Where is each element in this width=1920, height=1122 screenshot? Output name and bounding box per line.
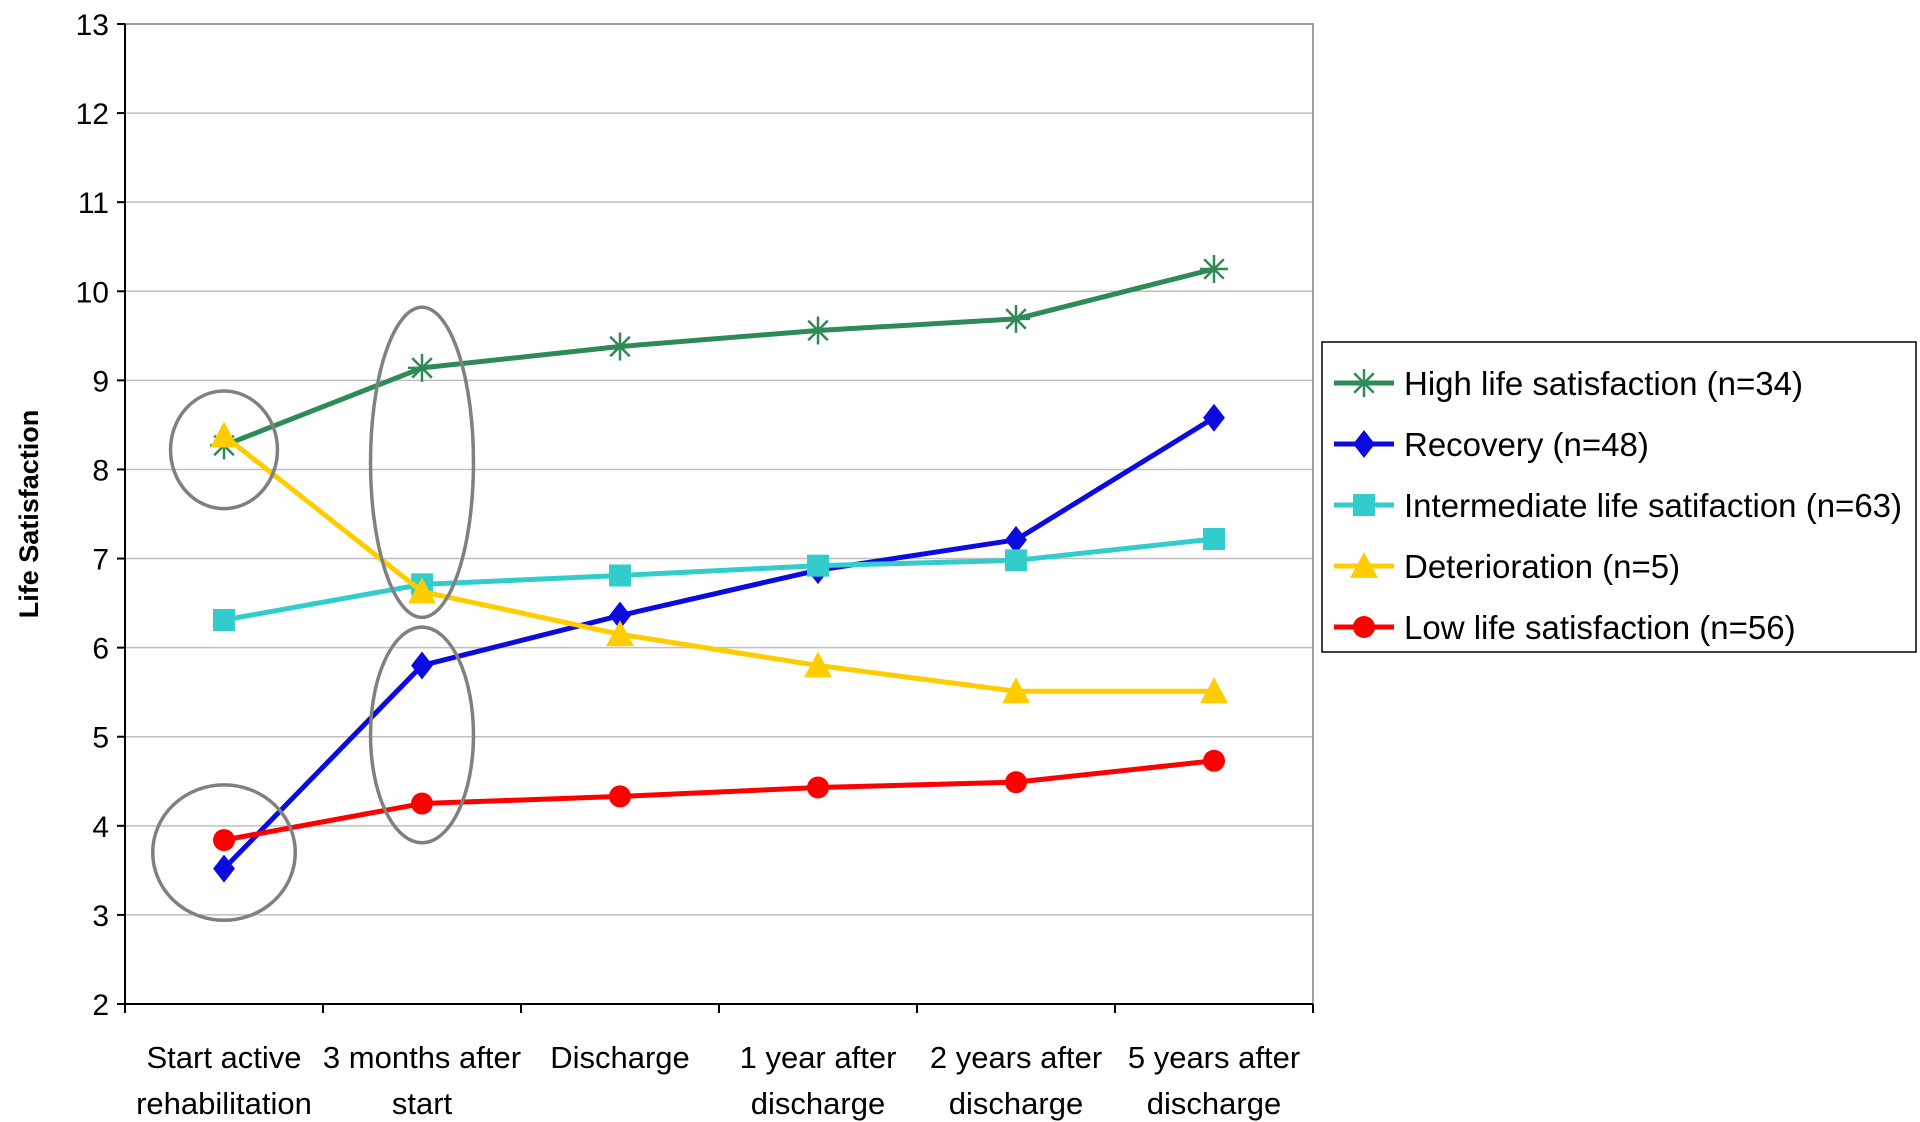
y-tick-label: 10 [76, 276, 109, 309]
series-diamond [213, 403, 1225, 883]
x-tick-label: 2 years after discharge [930, 1040, 1102, 1121]
legend-label: High life satisfaction (n=34) [1404, 365, 1803, 402]
highlight-ellipse [368, 625, 476, 845]
data-point-circle [1203, 749, 1225, 772]
y-tick-label: 13 [76, 9, 109, 42]
data-point-diamond [213, 854, 235, 883]
data-point-circle [411, 792, 433, 815]
data-point-square [213, 609, 235, 632]
data-point-triangle [408, 577, 436, 604]
data-point-diamond [1005, 525, 1027, 554]
legend-entry: Recovery (n=48) [1334, 426, 1649, 463]
x-axis-ticks: Start active rehabilitation 3 months after… [124, 1004, 1314, 1121]
x-tick-label-line: 2 years after [930, 1040, 1102, 1075]
y-tick-label: 6 [92, 633, 109, 666]
x-tick-label-line: discharge [949, 1086, 1083, 1121]
data-point-triangle [1002, 677, 1030, 704]
data-point-circle [213, 829, 235, 852]
x-tick-label-line: 3 months after [323, 1040, 521, 1075]
x-tick-label-line: discharge [751, 1086, 885, 1121]
legend-label: Deterioration (n=5) [1404, 548, 1680, 585]
data-point-triangle [1350, 552, 1378, 578]
legend-box [1321, 341, 1917, 653]
data-point-asterisk [804, 316, 832, 345]
x-tick-label-line: rehabilitation [136, 1086, 312, 1121]
data-point-asterisk [1002, 304, 1030, 333]
data-point-circle [1353, 616, 1375, 638]
legend-label: Low life satisfaction (n=56) [1404, 609, 1796, 646]
data-point-circle [1005, 771, 1027, 794]
x-tick-label: Start active rehabilitation [136, 1040, 312, 1121]
data-point-square [1203, 527, 1225, 550]
data-point-square [1005, 549, 1027, 572]
highlight-ellipse [168, 389, 280, 511]
series-line [223, 758, 1215, 843]
x-tick-label-line: 1 year after [740, 1040, 897, 1075]
x-tick-label-line: Start active [146, 1040, 301, 1075]
data-point-asterisk [1200, 255, 1228, 283]
data-point-circle [609, 785, 631, 808]
y-tick-label: 8 [92, 454, 109, 487]
legend-entry: Intermediate life satifaction (n=63) [1334, 487, 1902, 524]
y-tick-label: 4 [92, 811, 109, 844]
x-tick-label-line: 5 years after [1128, 1040, 1300, 1075]
y-axis-ticks: 2 3 4 5 6 7 8 9 10 11 12 13 [76, 9, 125, 1022]
series-line [223, 266, 1215, 448]
y-tick-label: 12 [76, 98, 109, 131]
data-point-triangle [804, 651, 832, 678]
data-point-diamond [1203, 403, 1225, 432]
series-square [213, 527, 1225, 632]
legend-label: Recovery (n=48) [1404, 426, 1649, 463]
data-point-triangle [606, 620, 634, 647]
x-tick-label-line: discharge [1147, 1086, 1281, 1121]
data-point-asterisk [1350, 369, 1378, 397]
x-tick-label: 1 year after discharge [740, 1040, 897, 1121]
series-circle [213, 749, 1225, 852]
data-point-triangle [210, 421, 238, 448]
y-tick-label: 3 [92, 900, 109, 933]
data-point-diamond [1353, 430, 1375, 458]
data-point-diamond [411, 651, 433, 680]
series-asterisk [210, 255, 1228, 460]
highlight-ellipses [150, 305, 476, 923]
highlight-ellipse [150, 783, 298, 923]
highlight-ellipse [368, 305, 476, 620]
legend-entry: High life satisfaction (n=34) [1334, 365, 1803, 402]
x-tick-label-line: start [392, 1086, 453, 1121]
legend: High life satisfaction (n=34) Recovery (n… [1321, 341, 1917, 653]
series-triangle [210, 421, 1228, 704]
data-point-diamond [609, 601, 631, 630]
legend-entry: Low life satisfaction (n=56) [1334, 609, 1796, 646]
y-tick-label: 7 [92, 544, 109, 577]
data-point-asterisk [408, 353, 436, 382]
data-point-triangle [1200, 677, 1228, 704]
legend-label: Intermediate life satifaction (n=63) [1404, 487, 1902, 524]
data-point-square [1353, 494, 1375, 516]
x-tick-label: 3 months after start [323, 1040, 521, 1121]
series-group [210, 255, 1228, 883]
legend-entry: Deterioration (n=5) [1334, 548, 1680, 585]
data-point-square [807, 554, 829, 577]
y-tick-label: 5 [92, 722, 109, 755]
data-point-circle [807, 776, 829, 799]
data-point-asterisk [606, 332, 634, 361]
y-tick-label: 9 [92, 365, 109, 398]
y-tick-label: 11 [78, 187, 109, 220]
y-tick-label: 2 [92, 989, 109, 1022]
series-line [223, 536, 1215, 623]
x-tick-label-line: Discharge [550, 1040, 690, 1075]
x-tick-label: Discharge [550, 1040, 690, 1075]
series-line [222, 415, 1216, 871]
series-line [222, 433, 1214, 694]
data-point-square [609, 564, 631, 587]
x-tick-label: 5 years after discharge [1128, 1040, 1300, 1121]
y-axis-label: Life Satisfaction [14, 410, 44, 619]
plot-area-border [124, 23, 1314, 1005]
